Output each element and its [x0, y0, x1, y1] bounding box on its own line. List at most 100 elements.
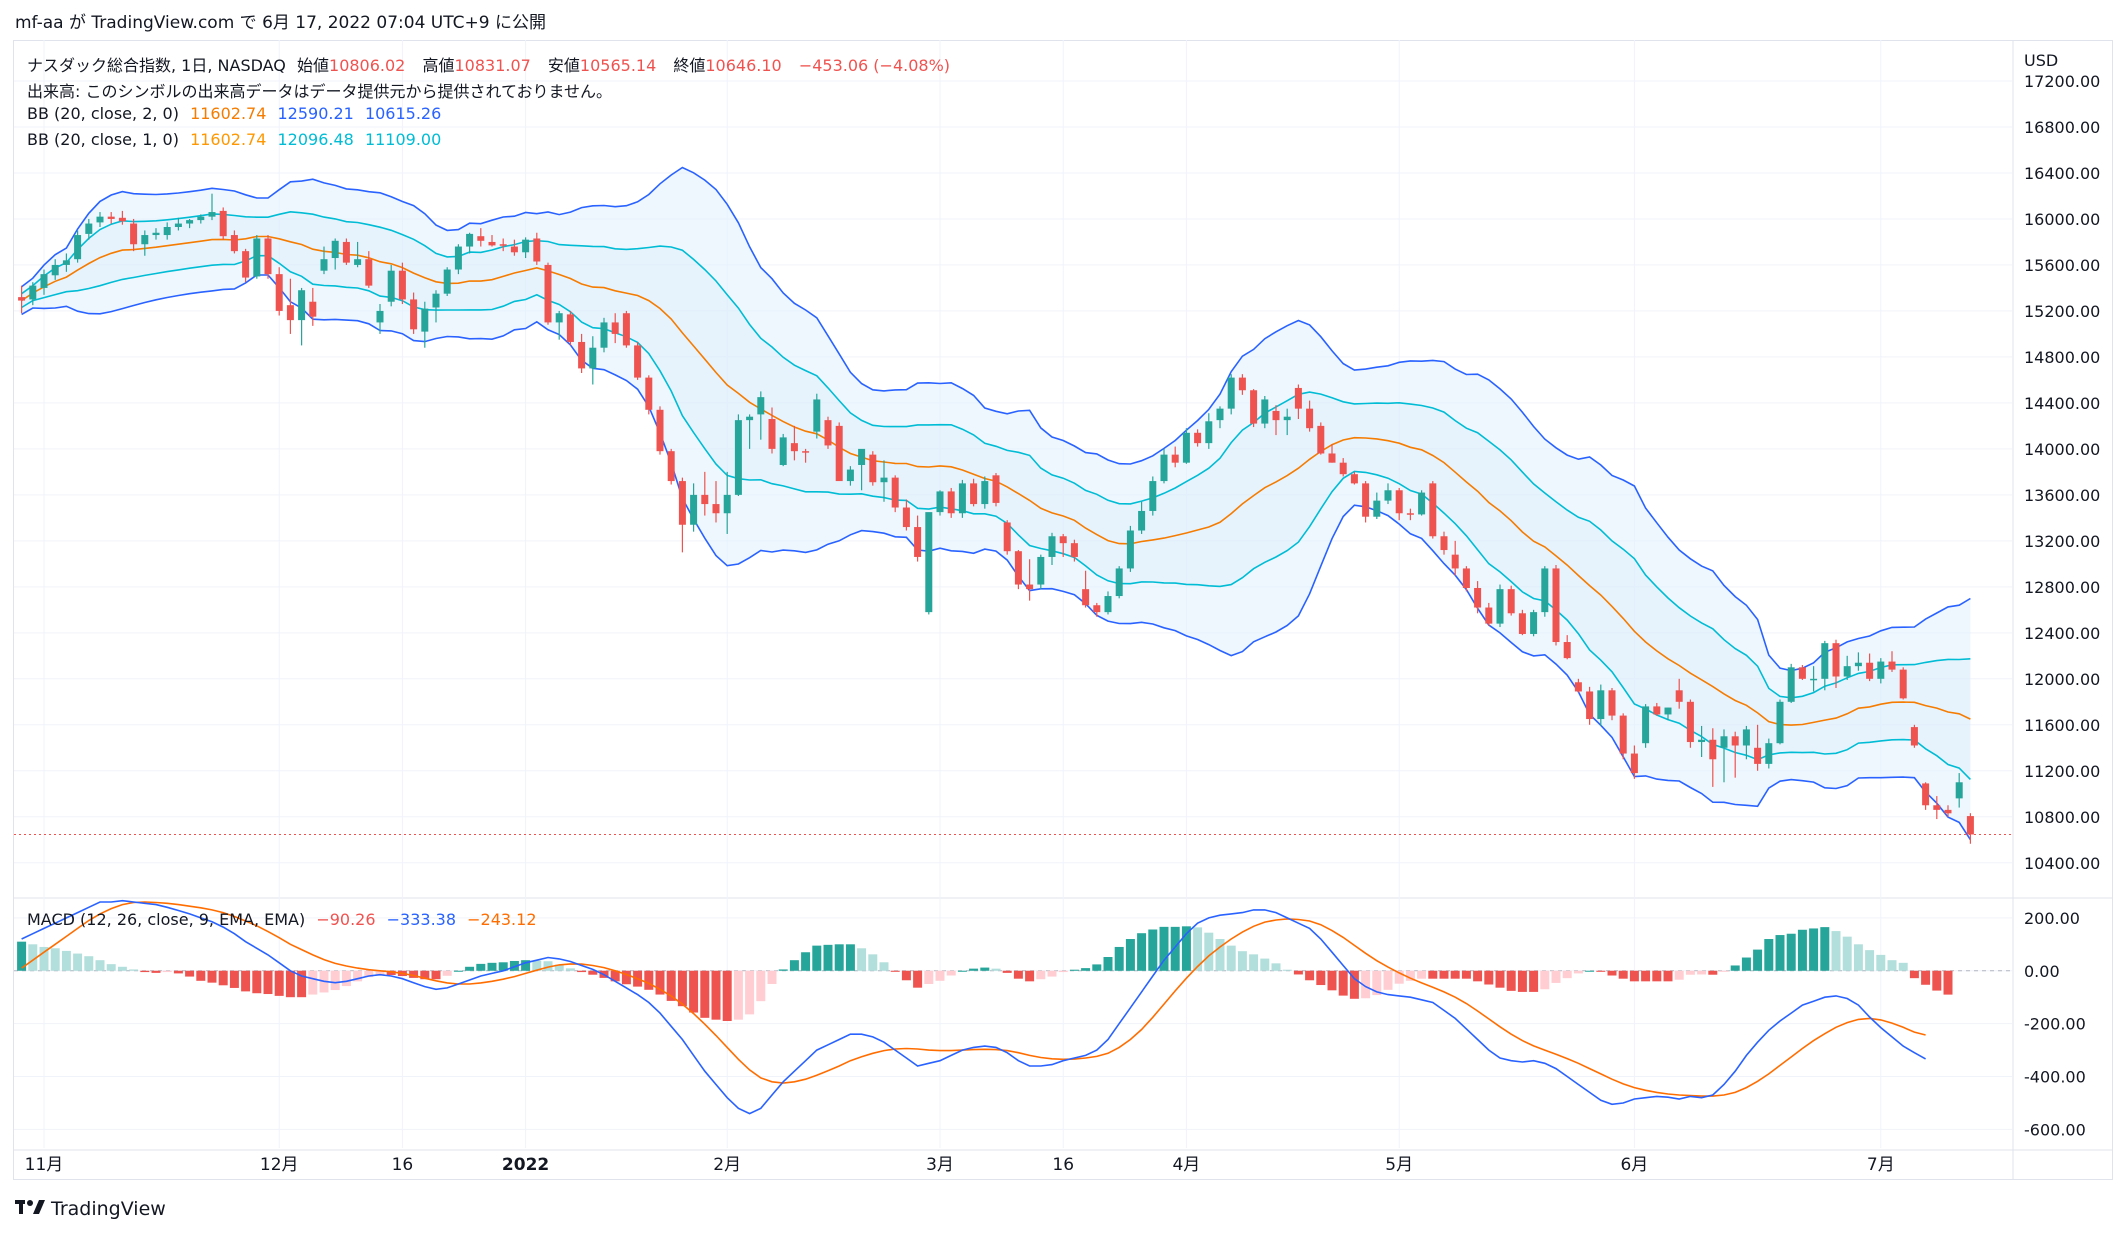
candle-body [1395, 490, 1403, 514]
macd-histogram-bar [386, 970, 396, 975]
macd-histogram-bar [901, 970, 911, 981]
macd-histogram-bar [957, 970, 967, 972]
macd-histogram-bar [1529, 970, 1539, 992]
bb1-label: BB (20, close, 1, 0) [27, 130, 179, 149]
macd-histogram-bar [1596, 970, 1606, 972]
macd-histogram-bar [1887, 960, 1897, 971]
candle-body [746, 416, 754, 421]
candle-body [1754, 747, 1762, 764]
candle-body [1227, 377, 1235, 409]
macd-histogram-bar [1607, 970, 1617, 976]
candle-body [1306, 408, 1314, 429]
macd-histogram-bar [1652, 970, 1662, 982]
macd-histogram-bar [487, 962, 497, 971]
macd-histogram-bar [733, 970, 743, 1020]
macd-histogram-bar [812, 945, 822, 971]
macd-histogram-bar [39, 946, 49, 971]
macd-histogram-bar [1506, 970, 1516, 991]
publish-header: mf-aa が TradingView.com で 6月 17, 2022 07… [15, 13, 546, 33]
close-value: 10646.10 [705, 56, 782, 75]
candle-body [1283, 416, 1291, 421]
macd-histogram-bar [1741, 957, 1751, 971]
macd-histogram-bar [1372, 970, 1382, 996]
macd-histogram-bar [879, 962, 889, 971]
bb1-legend[interactable]: BB (20, close, 1, 0) 11602.74 12096.48 1… [27, 130, 447, 149]
macd-histogram-bar [1249, 954, 1259, 971]
macd-histogram-bar [1865, 950, 1875, 971]
price-tick-label: 12000.00 [2024, 670, 2100, 689]
macd-histogram-bar [1226, 945, 1236, 971]
price-tick-label: 12400.00 [2024, 624, 2100, 643]
candle-body [466, 233, 474, 247]
macd-histogram-bar [1069, 969, 1079, 971]
macd-histogram-bar [73, 953, 83, 971]
candle-body [1720, 736, 1728, 748]
candle-body [454, 246, 462, 270]
candle-body [1630, 753, 1638, 774]
macd-histogram-bar [1271, 963, 1281, 971]
macd-histogram-bar [1327, 970, 1337, 991]
macd-histogram-bar [84, 956, 94, 971]
macd-histogram-bar [431, 970, 441, 980]
candle-body [365, 259, 373, 286]
bb2-legend[interactable]: BB (20, close, 2, 0) 11602.74 12590.21 1… [27, 104, 447, 123]
candle-body [936, 491, 944, 513]
macd-legend[interactable]: MACD (12, 26, close, 9, EMA, EMA) −90.26… [27, 910, 543, 929]
candle-body [1832, 643, 1840, 677]
macd-histogram-bar [1237, 951, 1247, 971]
macd-histogram-bar [1036, 970, 1046, 980]
candle-body [477, 236, 485, 241]
macd-histogram-bar [1629, 970, 1639, 982]
candle-body [421, 308, 429, 332]
candle-body [1966, 816, 1974, 835]
footer-brand[interactable]: TradingView [15, 1197, 166, 1221]
candle-body [1317, 425, 1325, 454]
macd-histogram-bar [801, 952, 811, 971]
candle-body [96, 216, 104, 223]
currency-label: USD [2024, 51, 2059, 70]
macd-histogram-bar [1047, 970, 1057, 977]
candle-body [74, 235, 82, 260]
macd-histogram-bar [1618, 970, 1628, 979]
candle-body [1082, 589, 1090, 606]
macd-histogram-bar [285, 970, 295, 998]
candle-body [118, 217, 126, 222]
macd-histogram-bar [722, 970, 732, 1021]
candle-body [1664, 707, 1672, 715]
macd-label: MACD (12, 26, close, 9, EMA, EMA) [27, 910, 306, 929]
candle-body [1451, 554, 1459, 569]
candle-body [723, 494, 731, 514]
macd-histogram-bar [50, 948, 60, 971]
candle-body [869, 454, 877, 483]
macd-histogram-bar [778, 969, 788, 971]
macd-histogram-bar [1349, 970, 1359, 999]
candle-body [1541, 568, 1549, 613]
candle-body [1798, 667, 1806, 679]
signal-line [21, 901, 1926, 1097]
macd-histogram-bar [969, 968, 979, 971]
macd-histogram-bar [330, 970, 340, 991]
time-tick-label: 3月 [926, 1155, 954, 1175]
macd-histogram-bar [1876, 954, 1886, 971]
candle-body [1597, 690, 1605, 720]
candle-body [1138, 510, 1146, 531]
candle-body [645, 377, 653, 410]
candle-body [779, 437, 787, 465]
candle-body [230, 235, 238, 252]
candle-body [578, 341, 586, 369]
macd-tick-label: -200.00 [2024, 1015, 2086, 1034]
macd-histogram-bar [297, 970, 307, 998]
macd-histogram-bar [341, 970, 351, 987]
candle-body [566, 314, 574, 342]
price-tick-label: 10400.00 [2024, 854, 2100, 873]
macd-histogram-bar [1540, 970, 1550, 990]
candle-body [1910, 727, 1918, 746]
macd-histogram-bar [1685, 970, 1695, 975]
bb1-basis: 11602.74 [190, 130, 267, 149]
candle-body [1698, 739, 1706, 743]
symbol-legend: ナスダック総合指数, 1日, NASDAQ 始値10806.02 高値10831… [27, 52, 956, 76]
macd-histogram-bar [1562, 970, 1572, 979]
price-tick-label: 10800.00 [2024, 808, 2100, 827]
candle-body [62, 260, 70, 265]
